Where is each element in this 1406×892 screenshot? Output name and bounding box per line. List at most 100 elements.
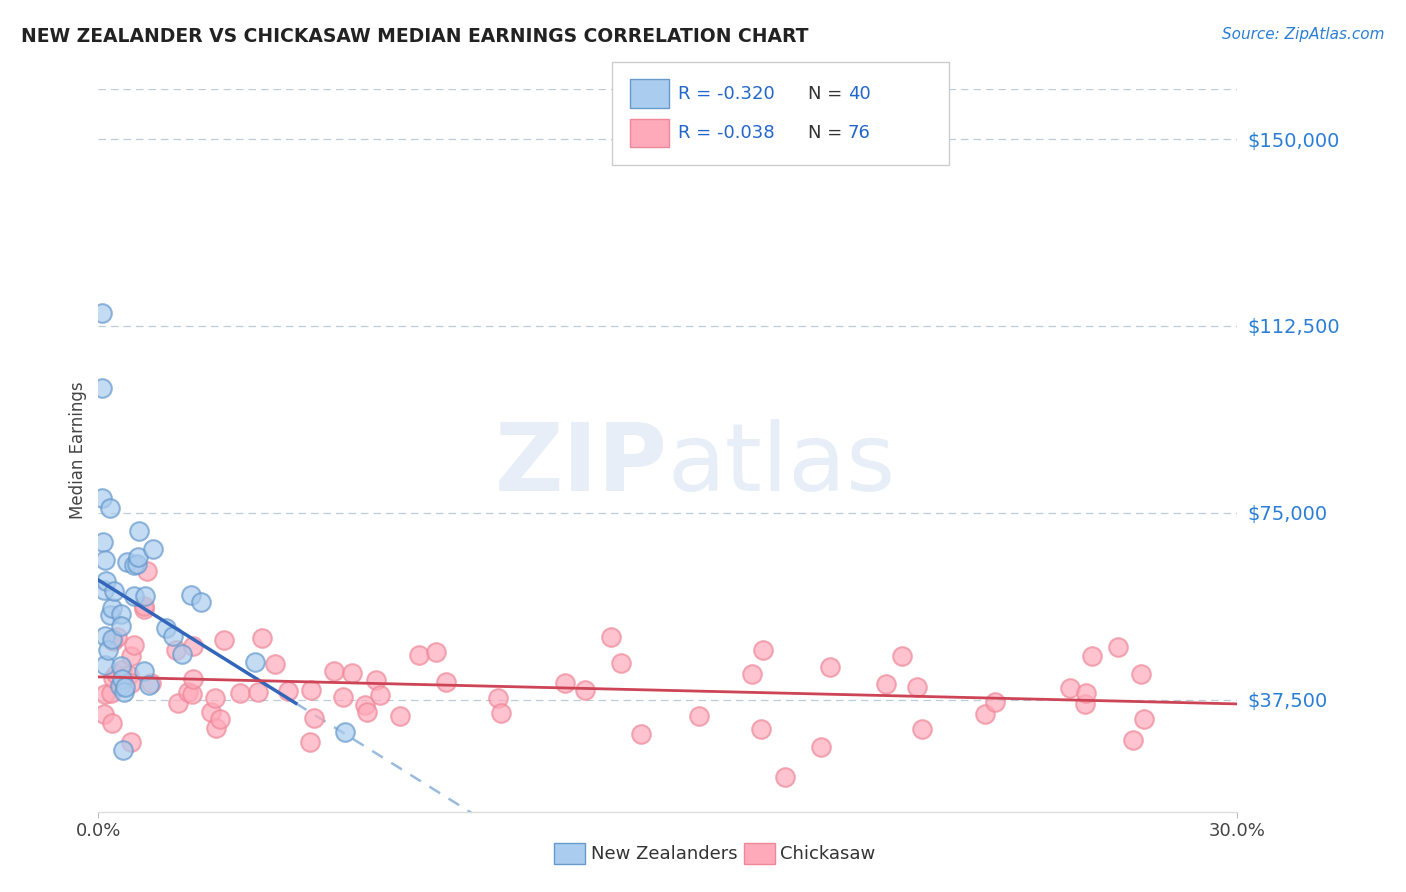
- Point: [135, 564, 157, 578]
- Point: [486, 691, 509, 706]
- Text: N =: N =: [808, 85, 842, 103]
- Point: [229, 686, 252, 700]
- Point: [204, 690, 226, 705]
- Point: [301, 683, 323, 698]
- Point: [101, 601, 124, 615]
- Point: [630, 727, 652, 741]
- Point: [134, 602, 156, 616]
- Point: [246, 685, 269, 699]
- Point: [91, 306, 114, 320]
- Point: [250, 632, 273, 646]
- Point: [181, 687, 204, 701]
- Point: [132, 664, 155, 678]
- Point: [181, 639, 204, 653]
- Point: [94, 658, 117, 673]
- Point: [134, 599, 156, 614]
- Point: [94, 688, 117, 702]
- Point: [127, 557, 149, 571]
- Point: [1107, 640, 1129, 654]
- Point: [128, 524, 150, 539]
- Point: [302, 711, 325, 725]
- Point: [752, 643, 775, 657]
- Point: [905, 680, 928, 694]
- Point: [749, 723, 772, 737]
- Point: [120, 649, 142, 664]
- Point: [120, 735, 142, 749]
- Point: [98, 501, 121, 516]
- Point: [100, 632, 122, 647]
- Text: 40: 40: [848, 85, 870, 103]
- Point: [98, 608, 121, 623]
- Point: [177, 684, 200, 698]
- Point: [205, 721, 228, 735]
- Point: [181, 672, 204, 686]
- Text: R = -0.320: R = -0.320: [678, 85, 775, 103]
- Point: [101, 716, 124, 731]
- Point: [93, 583, 115, 598]
- Point: [115, 555, 138, 569]
- Point: [370, 688, 392, 702]
- Point: [111, 672, 134, 686]
- Point: [890, 649, 912, 664]
- Point: [299, 735, 322, 749]
- Point: [200, 705, 222, 719]
- Point: [1081, 648, 1104, 663]
- Point: [408, 648, 430, 663]
- Point: [122, 638, 145, 652]
- Point: [112, 685, 135, 699]
- Point: [245, 656, 267, 670]
- Point: [389, 709, 412, 723]
- Text: atlas: atlas: [668, 419, 896, 511]
- Point: [741, 666, 763, 681]
- Point: [554, 676, 576, 690]
- Text: 76: 76: [848, 124, 870, 142]
- Point: [122, 558, 145, 572]
- Point: [277, 684, 299, 698]
- Text: R = -0.038: R = -0.038: [678, 124, 775, 142]
- Point: [111, 663, 134, 677]
- Point: [425, 645, 447, 659]
- Text: NEW ZEALANDER VS CHICKASAW MEDIAN EARNINGS CORRELATION CHART: NEW ZEALANDER VS CHICKASAW MEDIAN EARNIN…: [21, 27, 808, 45]
- Text: N =: N =: [808, 124, 842, 142]
- Point: [155, 621, 177, 635]
- Point: [354, 698, 377, 712]
- Point: [167, 696, 190, 710]
- Point: [110, 679, 132, 693]
- Point: [165, 643, 187, 657]
- Point: [1121, 732, 1143, 747]
- Point: [100, 686, 122, 700]
- Y-axis label: Median Earnings: Median Earnings: [69, 382, 87, 519]
- Point: [491, 706, 513, 720]
- Point: [323, 664, 346, 678]
- Point: [600, 631, 623, 645]
- Point: [574, 682, 596, 697]
- Point: [610, 656, 633, 670]
- Point: [974, 706, 997, 721]
- Point: [93, 629, 115, 643]
- Point: [117, 667, 139, 681]
- Point: [983, 695, 1005, 709]
- Point: [1074, 697, 1097, 711]
- Point: [340, 666, 363, 681]
- Point: [96, 574, 118, 589]
- Point: [773, 770, 796, 784]
- Point: [139, 675, 162, 690]
- Point: [91, 534, 114, 549]
- Point: [110, 607, 132, 621]
- Point: [1074, 686, 1097, 700]
- Point: [91, 491, 114, 505]
- Point: [810, 739, 832, 754]
- Point: [356, 706, 378, 720]
- Text: New Zealanders: New Zealanders: [591, 845, 737, 863]
- Point: [688, 709, 710, 723]
- Point: [114, 680, 136, 694]
- Point: [335, 725, 357, 739]
- Point: [104, 667, 127, 681]
- Point: [818, 659, 841, 673]
- Point: [101, 671, 124, 685]
- Point: [1132, 713, 1154, 727]
- Point: [162, 629, 184, 643]
- Text: Source: ZipAtlas.com: Source: ZipAtlas.com: [1222, 27, 1385, 42]
- Text: ZIP: ZIP: [495, 419, 668, 511]
- Point: [332, 690, 354, 704]
